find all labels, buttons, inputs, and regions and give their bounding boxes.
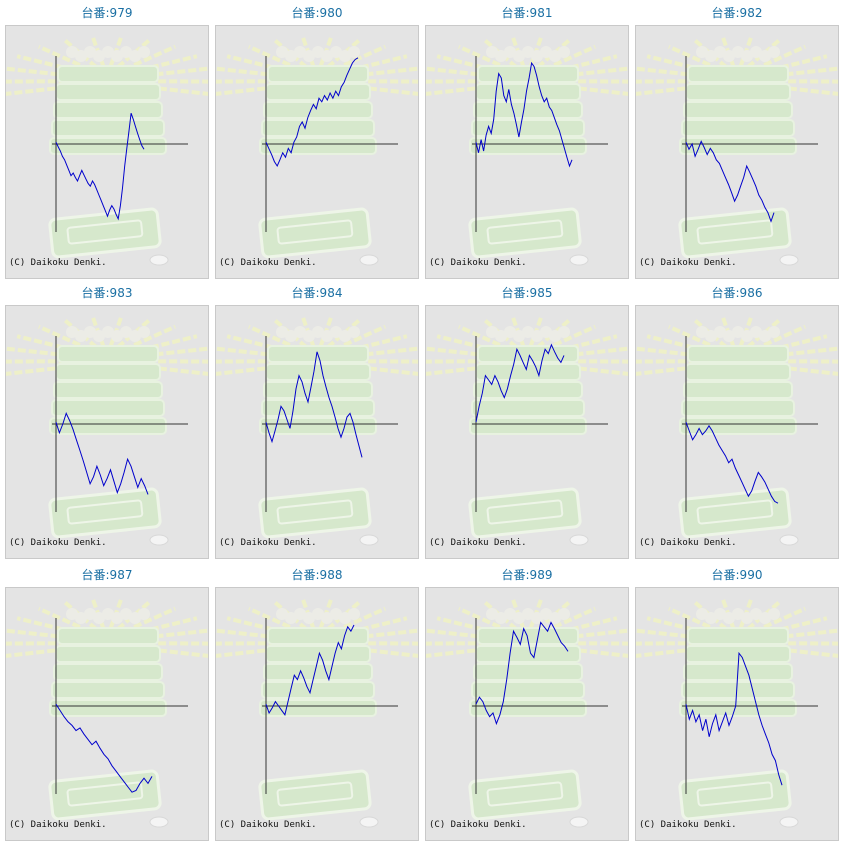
copyright-text: (C) Daikoku Denki. [639, 258, 737, 268]
copyright-text: (C) Daikoku Denki. [429, 538, 527, 548]
series-line [265, 57, 359, 168]
copyright-text: (C) Daikoku Denki. [219, 820, 317, 830]
series-line [685, 651, 783, 786]
slump-graph [636, 315, 838, 546]
series-line [55, 412, 149, 495]
machine-number-link[interactable]: 台番:982 [711, 6, 763, 20]
background-artwork [636, 315, 838, 546]
slump-graph [636, 35, 838, 266]
slump-graph [216, 315, 418, 546]
slump-graph [216, 35, 418, 266]
slump-graph-panel[interactable]: (C) Daikoku Denki. [635, 25, 839, 279]
copyright-text: (C) Daikoku Denki. [639, 538, 737, 548]
series-line [55, 113, 145, 221]
background-artwork [426, 597, 628, 828]
copyright-text: (C) Daikoku Denki. [219, 538, 317, 548]
machine-number-link[interactable]: 台番:984 [291, 286, 343, 300]
slump-graph-panel[interactable]: (C) Daikoku Denki. [425, 305, 629, 559]
background-artwork [636, 597, 838, 828]
background-artwork [636, 35, 838, 266]
background-artwork [6, 315, 208, 546]
series-line [265, 351, 363, 458]
slump-graph [426, 35, 628, 266]
slump-graph-panel[interactable]: (C) Daikoku Denki. [5, 25, 209, 279]
copyright-text: (C) Daikoku Denki. [429, 820, 527, 830]
slump-graph-panel[interactable]: (C) Daikoku Denki. [635, 587, 839, 841]
slump-graph-panel[interactable]: (C) Daikoku Denki. [425, 25, 629, 279]
copyright-text: (C) Daikoku Denki. [9, 538, 107, 548]
series-line [475, 621, 569, 726]
copyright-text: (C) Daikoku Denki. [639, 820, 737, 830]
series-line [265, 624, 355, 716]
series-line [685, 422, 779, 504]
background-artwork [426, 35, 628, 266]
machine-number-link[interactable]: 台番:990 [711, 568, 763, 582]
background-artwork [216, 315, 418, 546]
background-artwork [6, 35, 208, 266]
slump-graph-panel[interactable]: (C) Daikoku Denki. [5, 305, 209, 559]
slump-graph [426, 597, 628, 828]
slump-graph [6, 597, 208, 828]
machine-number-link[interactable]: 台番:987 [81, 568, 133, 582]
slump-graph-panel[interactable]: (C) Daikoku Denki. [635, 305, 839, 559]
machine-number-link[interactable]: 台番:983 [81, 286, 133, 300]
series-line [475, 343, 565, 423]
slump-graph-panel[interactable]: (C) Daikoku Denki. [215, 587, 419, 841]
slump-graph-panel[interactable]: (C) Daikoku Denki. [425, 587, 629, 841]
slump-graph [6, 35, 208, 266]
slump-graph [636, 597, 838, 828]
machine-number-link[interactable]: 台番:986 [711, 286, 763, 300]
series-line [685, 140, 775, 223]
machine-number-link[interactable]: 台番:985 [501, 286, 553, 300]
machine-number-link[interactable]: 台番:981 [501, 6, 553, 20]
copyright-text: (C) Daikoku Denki. [9, 258, 107, 268]
slump-graph [216, 597, 418, 828]
slump-graph-panel[interactable]: (C) Daikoku Denki. [215, 305, 419, 559]
copyright-text: (C) Daikoku Denki. [219, 258, 317, 268]
machine-number-link[interactable]: 台番:979 [81, 6, 133, 20]
background-artwork [426, 315, 628, 546]
slump-graph-panel[interactable]: (C) Daikoku Denki. [5, 587, 209, 841]
slump-graph-panel[interactable]: (C) Daikoku Denki. [215, 25, 419, 279]
slump-graph [6, 315, 208, 546]
series-line [55, 703, 153, 793]
machine-number-link[interactable]: 台番:988 [291, 568, 343, 582]
copyright-text: (C) Daikoku Denki. [429, 258, 527, 268]
slump-graph [426, 315, 628, 546]
machine-number-link[interactable]: 台番:980 [291, 6, 343, 20]
background-artwork [216, 35, 418, 266]
background-artwork [6, 597, 208, 828]
copyright-text: (C) Daikoku Denki. [9, 820, 107, 830]
machine-number-link[interactable]: 台番:989 [501, 568, 553, 582]
series-line [475, 61, 573, 168]
background-artwork [216, 597, 418, 828]
